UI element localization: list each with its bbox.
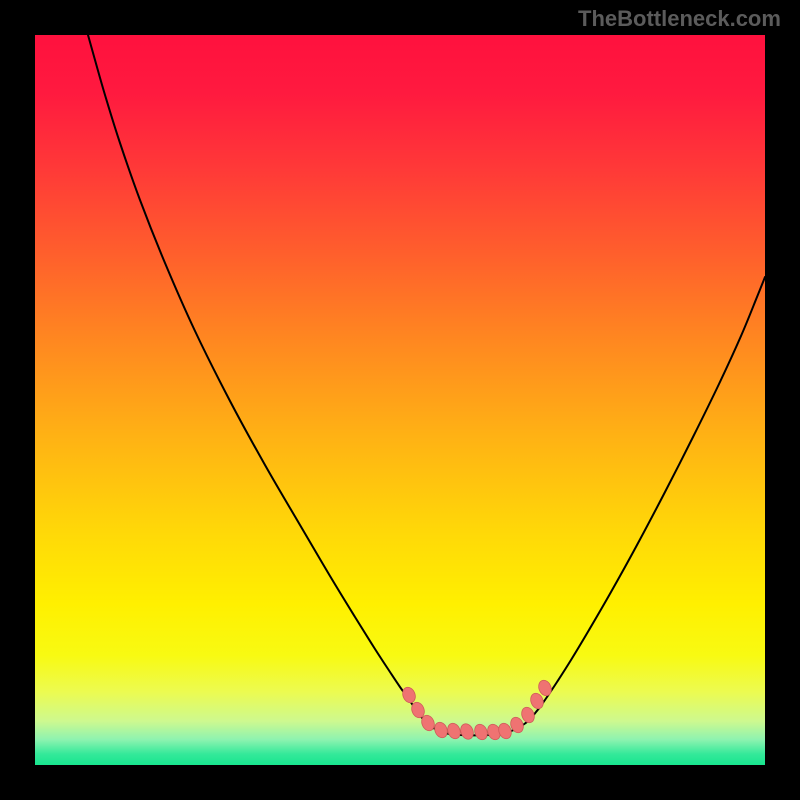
plot-area: [35, 35, 765, 765]
watermark-text: TheBottleneck.com: [578, 6, 781, 32]
chart-svg: [35, 35, 765, 765]
gradient-background: [35, 35, 765, 765]
